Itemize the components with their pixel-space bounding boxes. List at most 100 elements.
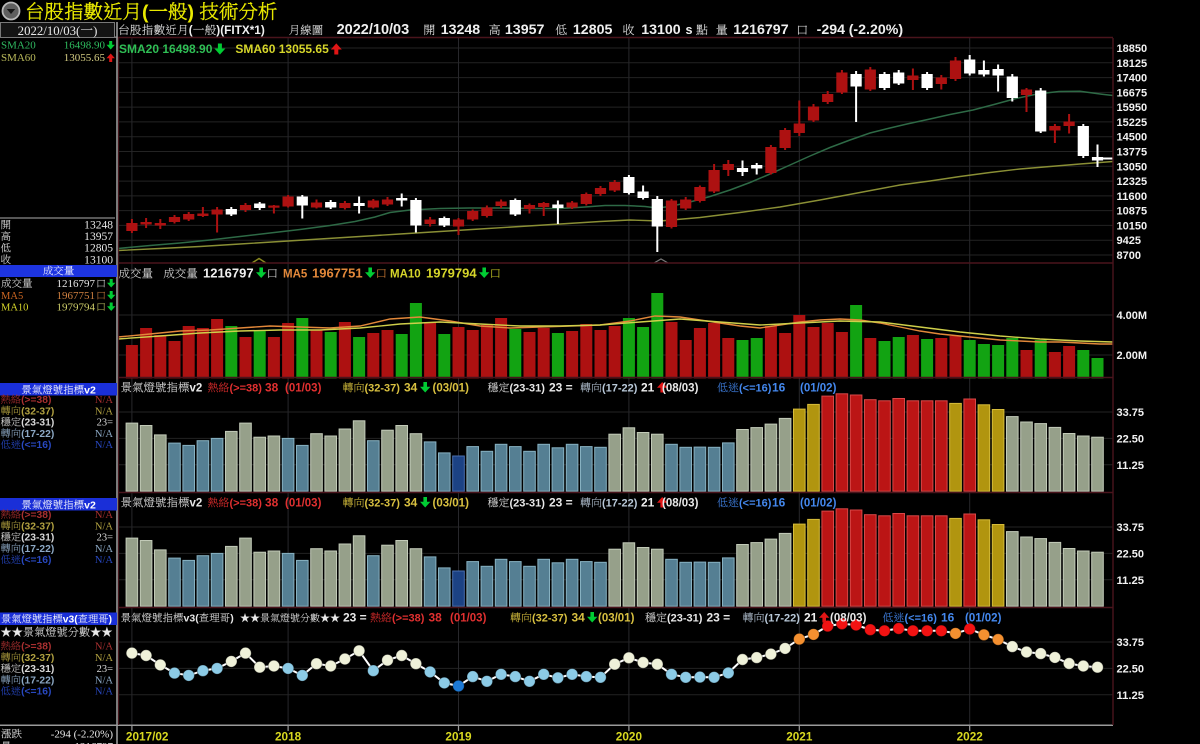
svg-text:38: 38 bbox=[265, 381, 279, 395]
svg-text:N/A: N/A bbox=[95, 687, 114, 698]
svg-text:33.75: 33.75 bbox=[1117, 522, 1145, 534]
svg-text:v3(: v3( bbox=[63, 615, 78, 626]
svg-text:8700: 8700 bbox=[1117, 250, 1142, 262]
svg-text:2022/10/03(: 2022/10/03( bbox=[18, 24, 81, 38]
svg-text:(03/01): (03/01) bbox=[433, 498, 470, 510]
svg-text:23 =: 23 = bbox=[707, 611, 731, 625]
svg-text:4.00M: 4.00M bbox=[1117, 310, 1148, 322]
svg-text:2018: 2018 bbox=[275, 730, 302, 744]
svg-text:23=: 23= bbox=[97, 418, 113, 429]
svg-text:(32-37): (32-37) bbox=[365, 383, 404, 395]
svg-text:18850: 18850 bbox=[1117, 43, 1148, 55]
svg-text:(<=16): (<=16) bbox=[21, 440, 51, 451]
svg-text:21: 21 bbox=[641, 496, 655, 510]
svg-text:11600: 11600 bbox=[1117, 191, 1148, 203]
svg-text:N/A: N/A bbox=[95, 395, 114, 406]
svg-text:1216797: 1216797 bbox=[57, 278, 96, 290]
svg-text:-294: -294 bbox=[817, 22, 845, 38]
svg-text:16498.90: 16498.90 bbox=[64, 40, 106, 52]
svg-text:(32-37): (32-37) bbox=[21, 653, 54, 664]
svg-text:(32-37): (32-37) bbox=[21, 521, 54, 532]
svg-text:)(FITX*1): )(FITX*1) bbox=[216, 23, 265, 37]
svg-text:s: s bbox=[686, 23, 693, 37]
svg-text:(23-31): (23-31) bbox=[21, 664, 54, 675]
svg-text:21: 21 bbox=[804, 611, 818, 625]
svg-text:2022/10/03: 2022/10/03 bbox=[337, 22, 410, 38]
svg-text:(01/03): (01/03) bbox=[450, 613, 487, 625]
svg-text:SMA60: SMA60 bbox=[1, 52, 36, 64]
svg-text:38: 38 bbox=[429, 611, 443, 625]
svg-text:(23-31): (23-31) bbox=[510, 383, 549, 395]
svg-text:(-2.20%): (-2.20%) bbox=[849, 22, 904, 38]
svg-text:N/A: N/A bbox=[95, 653, 114, 664]
svg-text:38: 38 bbox=[265, 496, 279, 510]
svg-text:22.50: 22.50 bbox=[1117, 433, 1145, 445]
svg-text:(<=16): (<=16) bbox=[21, 555, 51, 566]
svg-text:(>=38): (>=38) bbox=[21, 642, 51, 653]
svg-text:(03/01): (03/01) bbox=[433, 383, 470, 395]
svg-text:(<=16): (<=16) bbox=[739, 383, 775, 395]
svg-text:(01/02): (01/02) bbox=[965, 613, 1002, 625]
svg-text:N/A: N/A bbox=[95, 642, 114, 653]
svg-text:(<=16): (<=16) bbox=[905, 613, 941, 625]
svg-text:15225: 15225 bbox=[1117, 117, 1148, 129]
svg-text:(32-37): (32-37) bbox=[21, 406, 54, 417]
svg-text:12805: 12805 bbox=[573, 22, 613, 38]
svg-text:23=: 23= bbox=[97, 533, 113, 544]
svg-text:13248: 13248 bbox=[84, 220, 113, 232]
svg-text:15950: 15950 bbox=[1117, 102, 1148, 114]
svg-text:13957: 13957 bbox=[505, 22, 545, 38]
svg-text:(08/03): (08/03) bbox=[662, 383, 699, 395]
svg-text:33.75: 33.75 bbox=[1117, 637, 1145, 649]
svg-text:(17-22): (17-22) bbox=[765, 613, 804, 625]
svg-text:N/A: N/A bbox=[95, 521, 114, 532]
svg-text:(32-37): (32-37) bbox=[532, 613, 571, 625]
svg-text:v2: v2 bbox=[190, 498, 203, 510]
svg-text:9425: 9425 bbox=[1117, 235, 1142, 247]
svg-text:(>=38): (>=38) bbox=[230, 498, 266, 510]
svg-text:): ) bbox=[230, 613, 234, 625]
svg-text:(>=38): (>=38) bbox=[21, 395, 51, 406]
svg-text:21: 21 bbox=[641, 381, 655, 395]
svg-text:(>=38): (>=38) bbox=[21, 510, 51, 521]
svg-text:11.25: 11.25 bbox=[1117, 460, 1145, 472]
svg-text:13100: 13100 bbox=[84, 254, 113, 266]
svg-text:): ) bbox=[109, 615, 112, 626]
svg-text:13775: 13775 bbox=[1117, 147, 1148, 159]
svg-text:13055.65: 13055.65 bbox=[64, 52, 106, 64]
svg-text:13248: 13248 bbox=[441, 22, 481, 38]
svg-text:(17-22): (17-22) bbox=[21, 544, 54, 555]
svg-text:(01/02): (01/02) bbox=[800, 383, 837, 395]
svg-text:-294 (-2.20%): -294 (-2.20%) bbox=[51, 729, 114, 741]
svg-text:(<=16): (<=16) bbox=[739, 498, 775, 510]
svg-text:11.25: 11.25 bbox=[1117, 575, 1145, 587]
svg-text:13050: 13050 bbox=[1117, 161, 1148, 173]
svg-text:MA10: MA10 bbox=[1, 303, 28, 314]
svg-text:(17-22): (17-22) bbox=[21, 675, 54, 686]
svg-text:14500: 14500 bbox=[1117, 132, 1148, 144]
svg-text:22.50: 22.50 bbox=[1117, 548, 1145, 560]
svg-text:N/A: N/A bbox=[95, 429, 114, 440]
svg-text:(17-22): (17-22) bbox=[602, 498, 641, 510]
svg-text:1967751: 1967751 bbox=[312, 266, 363, 281]
svg-text:): ) bbox=[93, 24, 97, 38]
svg-text:16: 16 bbox=[772, 496, 786, 510]
svg-text:2.00M: 2.00M bbox=[1117, 350, 1148, 362]
svg-text:(32-37): (32-37) bbox=[365, 498, 404, 510]
svg-text:N/A: N/A bbox=[95, 544, 114, 555]
svg-text:MA10: MA10 bbox=[390, 269, 421, 281]
svg-text:1979794: 1979794 bbox=[57, 302, 96, 314]
svg-text:16: 16 bbox=[772, 381, 786, 395]
svg-text:(17-22): (17-22) bbox=[602, 383, 641, 395]
svg-text:N/A: N/A bbox=[95, 555, 114, 566]
svg-text:(01/03): (01/03) bbox=[285, 383, 322, 395]
svg-text:MA5: MA5 bbox=[283, 269, 308, 281]
svg-text:2020: 2020 bbox=[616, 730, 643, 744]
svg-text:23 =: 23 = bbox=[549, 496, 573, 510]
svg-text:1967751: 1967751 bbox=[57, 290, 96, 302]
svg-text:1216797: 1216797 bbox=[733, 22, 788, 38]
svg-text:16: 16 bbox=[941, 611, 955, 625]
svg-text:MA5: MA5 bbox=[1, 291, 23, 302]
svg-text:(08/03): (08/03) bbox=[830, 613, 867, 625]
svg-text:1979794: 1979794 bbox=[426, 266, 477, 281]
